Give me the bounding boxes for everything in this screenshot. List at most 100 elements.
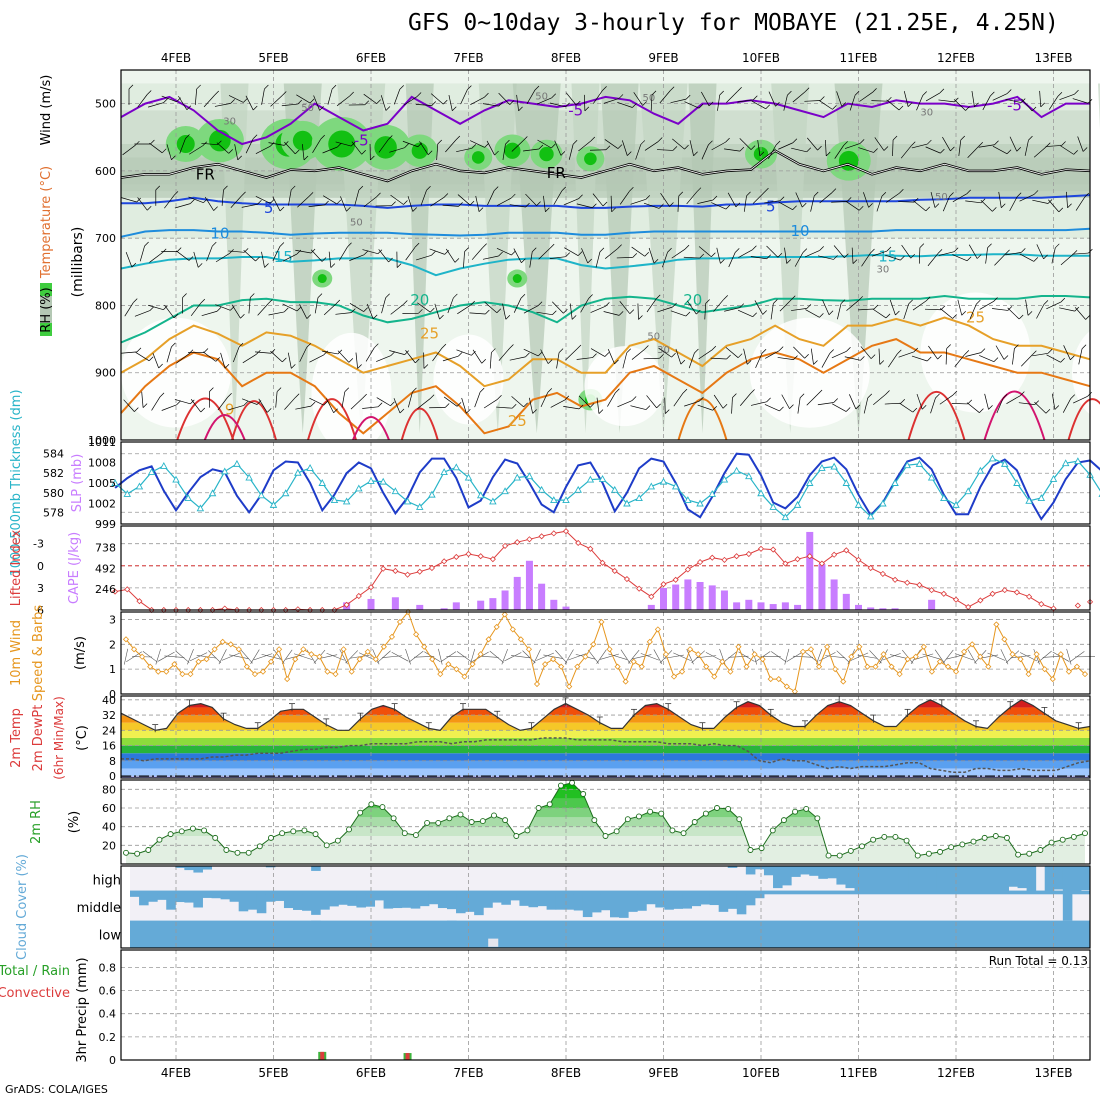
rh-marker bbox=[468, 819, 475, 825]
panel-frame bbox=[120, 865, 1091, 949]
wind-barb bbox=[137, 197, 148, 211]
wind-barb bbox=[878, 348, 881, 365]
wind-speed-marker bbox=[751, 651, 758, 658]
wind-barb-flag bbox=[792, 205, 797, 210]
wind-barb bbox=[604, 248, 618, 259]
rh-marker bbox=[189, 825, 196, 832]
cloud-bar-high bbox=[754, 866, 765, 870]
rh-marker bbox=[1048, 839, 1055, 846]
wind-barb-flag bbox=[146, 90, 152, 95]
wind-speed-marker bbox=[413, 631, 420, 638]
cloud-bar-middle bbox=[600, 893, 611, 911]
wind-barb bbox=[442, 355, 459, 362]
slp-marker bbox=[964, 487, 972, 495]
wind-barb bbox=[766, 245, 779, 258]
wind-barb-flag bbox=[840, 299, 846, 304]
wind-barb bbox=[122, 144, 136, 156]
wind-barb-flag bbox=[723, 295, 728, 300]
slp-marker bbox=[671, 482, 680, 490]
wind-barb-flag bbox=[638, 315, 643, 320]
rh-marker bbox=[970, 838, 977, 845]
slp-marker bbox=[562, 496, 570, 504]
wind-speed-marker bbox=[179, 671, 186, 678]
wind-barb-flag bbox=[828, 310, 834, 316]
wind-barb-flag bbox=[452, 106, 457, 111]
slp-marker bbox=[489, 497, 497, 505]
wind-barb-flag bbox=[954, 97, 959, 103]
rh-marker bbox=[803, 805, 810, 812]
wind-barb bbox=[1059, 93, 1075, 100]
y-axis-label: (m/s) bbox=[73, 636, 88, 670]
wind-speed-marker bbox=[372, 656, 379, 663]
wind-barb bbox=[486, 140, 495, 156]
wind-barb-flag bbox=[1018, 314, 1024, 320]
wind-barb bbox=[242, 398, 258, 405]
wind-10m-barb bbox=[187, 649, 194, 665]
lifted-tick-label: 3 bbox=[37, 582, 44, 595]
wind-barb-flag bbox=[1014, 344, 1019, 349]
wind-barb-flag bbox=[618, 94, 624, 99]
wind-barb-flag bbox=[196, 84, 201, 90]
wind-barb-flag bbox=[739, 303, 745, 308]
wind-barb-flag bbox=[295, 149, 300, 155]
slp-marker bbox=[757, 489, 765, 497]
wind-barb bbox=[980, 200, 993, 212]
wind-speed-marker bbox=[558, 663, 565, 670]
cloud-bar-middle bbox=[573, 893, 584, 911]
wind-barb bbox=[366, 303, 374, 320]
wind-barb bbox=[351, 141, 363, 155]
wind-barb-flag bbox=[645, 405, 651, 410]
wind-barb-flag bbox=[128, 84, 134, 90]
wind-speed-marker bbox=[614, 663, 621, 670]
wind-barb bbox=[646, 298, 657, 313]
wind-barb-flag bbox=[131, 262, 137, 268]
wind-barb bbox=[635, 144, 642, 160]
wind-barb-flag bbox=[565, 102, 570, 108]
rh-marker bbox=[524, 827, 531, 834]
wind-barb bbox=[1007, 307, 1020, 320]
cape-axis-label: CAPE (J/kg) bbox=[67, 532, 82, 604]
wind-barb-flag bbox=[335, 299, 341, 305]
wind-barb-flag bbox=[171, 342, 176, 348]
wind-barb bbox=[739, 393, 751, 406]
wind-barb bbox=[603, 311, 620, 316]
wind-speed-marker bbox=[501, 611, 508, 618]
wind-barb bbox=[1073, 395, 1088, 404]
wind-barb-flag bbox=[762, 310, 767, 315]
cape-bar bbox=[501, 590, 509, 610]
wind-barb bbox=[296, 94, 311, 104]
wind-speed-marker bbox=[187, 671, 194, 678]
rh-marker bbox=[624, 816, 631, 823]
wind-10m-barb bbox=[408, 650, 424, 663]
cloud-bar-middle bbox=[637, 893, 647, 911]
wind-barb bbox=[942, 136, 951, 152]
rh-moist-core bbox=[374, 136, 397, 159]
isotherm-label: -5 bbox=[1007, 97, 1022, 115]
wind-barb-flag bbox=[430, 307, 435, 313]
rh-marker bbox=[401, 830, 408, 837]
y-axis-label: Cloud Cover (%) bbox=[15, 854, 30, 960]
wind-barb bbox=[726, 91, 738, 103]
wind-10m-barb bbox=[850, 652, 869, 661]
lifted-index-marker bbox=[367, 584, 375, 591]
wind-barb bbox=[836, 91, 843, 107]
lifted-index-marker bbox=[599, 559, 606, 566]
wind-barb-flag bbox=[310, 401, 316, 407]
precip-legend-convective: Convective bbox=[0, 986, 70, 1001]
wind-barb bbox=[918, 247, 921, 264]
y-tick-label: 32 bbox=[102, 709, 116, 722]
wind-barb bbox=[739, 138, 752, 150]
wind-barb bbox=[362, 249, 379, 255]
wind-10m-barb bbox=[339, 649, 348, 665]
wind-barb bbox=[1046, 354, 1061, 363]
wind-barb bbox=[174, 203, 191, 209]
wind-speed-marker bbox=[864, 663, 871, 670]
wind-barb-flag bbox=[779, 196, 785, 201]
wind-barb bbox=[523, 148, 539, 152]
lifted-index-marker bbox=[550, 530, 557, 537]
slp-marker bbox=[952, 500, 960, 508]
wind-barb-flag bbox=[306, 343, 311, 348]
rh-marker bbox=[569, 779, 575, 786]
slp-marker bbox=[513, 473, 522, 481]
